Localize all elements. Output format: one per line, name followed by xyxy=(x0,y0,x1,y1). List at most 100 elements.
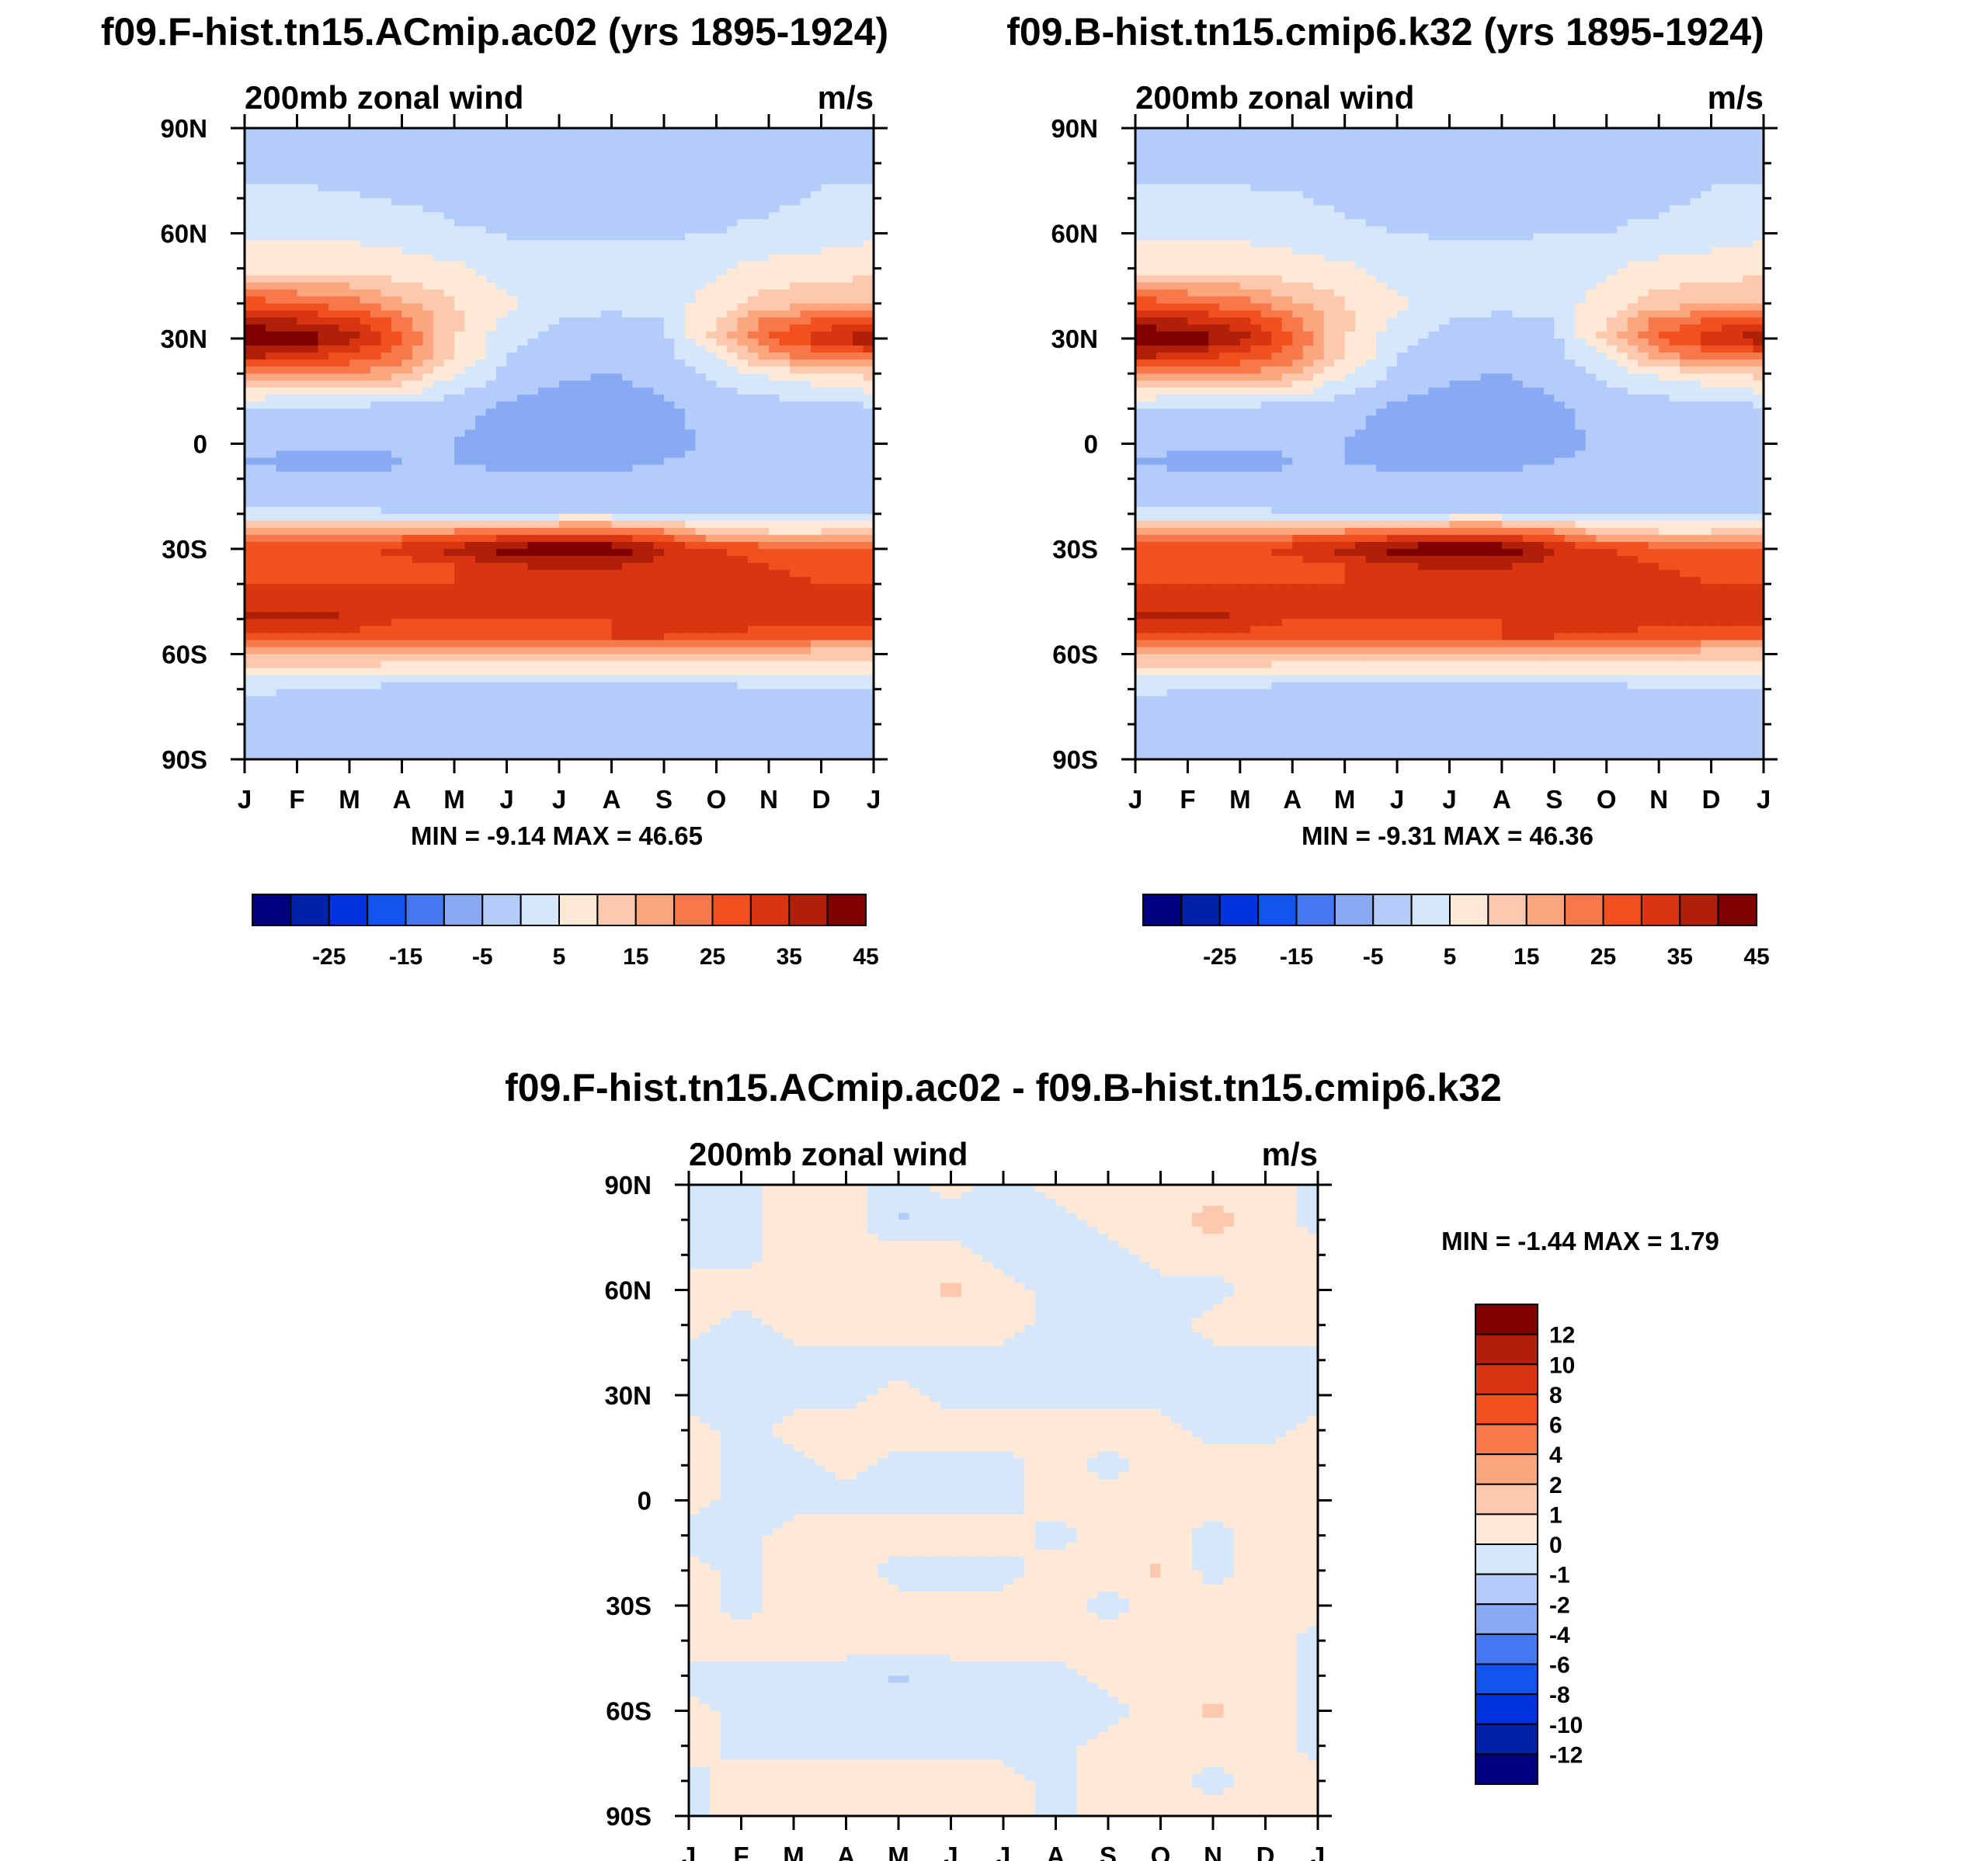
field-cell xyxy=(276,534,287,543)
field-cell xyxy=(800,591,812,599)
field-cell xyxy=(266,240,277,248)
field-cell xyxy=(454,401,466,409)
field-cell xyxy=(433,261,445,269)
field-cell xyxy=(842,170,853,178)
field-cell xyxy=(737,170,749,178)
field-cell xyxy=(737,703,749,711)
field-cell xyxy=(548,485,560,494)
field-cell xyxy=(360,177,371,185)
field-cell xyxy=(800,345,812,353)
field-cell xyxy=(496,310,508,318)
field-cell xyxy=(811,485,822,494)
field-cell xyxy=(548,149,560,157)
field-cell xyxy=(779,422,791,431)
field-cell xyxy=(328,584,340,592)
field-cell xyxy=(790,261,801,269)
field-cell xyxy=(401,485,413,494)
field-cell xyxy=(653,696,665,704)
field-cell xyxy=(643,612,655,620)
field-cell xyxy=(328,556,340,564)
field-cell xyxy=(632,612,644,620)
field-cell xyxy=(496,534,508,543)
field-cell xyxy=(748,156,759,164)
field-cell xyxy=(443,366,455,374)
field-cell xyxy=(674,303,686,311)
field-cell xyxy=(433,149,445,157)
field-cell xyxy=(297,387,308,395)
field-cell xyxy=(727,471,739,480)
field-cell xyxy=(381,450,392,459)
field-cell xyxy=(464,226,476,234)
field-cell xyxy=(422,619,434,627)
field-cell xyxy=(391,556,403,564)
field-cell xyxy=(443,310,455,318)
field-cell xyxy=(475,387,487,395)
field-cell xyxy=(590,696,602,704)
field-cell xyxy=(790,429,801,438)
field-cell xyxy=(737,198,749,206)
field-cell xyxy=(748,570,759,578)
field-cell xyxy=(297,268,308,276)
field-cell xyxy=(318,689,329,697)
field-cell xyxy=(527,359,539,367)
field-cell xyxy=(360,135,371,143)
field-cell xyxy=(800,233,812,241)
field-cell xyxy=(349,149,361,157)
field-cell xyxy=(308,506,319,515)
field-cell xyxy=(685,366,697,374)
field-cell xyxy=(381,254,392,262)
field-cell xyxy=(485,471,497,480)
field-cell xyxy=(349,394,361,402)
field-cell xyxy=(370,443,382,452)
field-cell xyxy=(769,254,780,262)
field-cell xyxy=(569,317,581,325)
field-cell xyxy=(685,513,697,522)
field-cell xyxy=(443,429,455,438)
field-cell xyxy=(779,303,791,311)
field-cell xyxy=(454,520,466,529)
field-cell xyxy=(475,436,487,445)
field-cell xyxy=(464,570,476,578)
field-cell xyxy=(685,612,697,620)
field-cell xyxy=(601,675,613,683)
field-cell xyxy=(496,640,508,648)
field-cell xyxy=(821,170,832,178)
field-cell xyxy=(360,289,371,297)
field-cell xyxy=(475,324,487,332)
field-cell xyxy=(622,471,634,480)
field-cell xyxy=(737,598,749,606)
field-cell xyxy=(255,352,266,360)
field-cell xyxy=(297,450,308,459)
field-cell xyxy=(339,240,350,248)
field-cell xyxy=(538,605,550,613)
field-cell xyxy=(339,661,350,669)
field-cell xyxy=(381,605,392,613)
field-cell xyxy=(339,647,350,655)
field-cell xyxy=(853,471,864,480)
field-cell xyxy=(758,541,770,550)
field-cell xyxy=(276,296,287,304)
field-cell xyxy=(643,394,655,402)
field-cell xyxy=(800,373,812,381)
field-cell xyxy=(611,296,623,304)
field-cell xyxy=(381,359,392,367)
field-cell xyxy=(381,499,392,508)
field-cell xyxy=(622,394,634,402)
field-cell xyxy=(496,156,508,164)
field-cell xyxy=(370,506,382,515)
field-cell xyxy=(443,422,455,431)
field-cell xyxy=(611,527,623,536)
field-cell xyxy=(842,212,853,220)
field-cell xyxy=(811,170,822,178)
field-cell xyxy=(685,626,697,634)
field-cell xyxy=(349,373,361,381)
field-cell xyxy=(349,563,361,571)
field-cell xyxy=(601,520,613,529)
field-cell xyxy=(506,675,518,683)
field-cell xyxy=(339,352,350,360)
field-cell xyxy=(464,696,476,704)
field-cell xyxy=(769,415,780,423)
field-cell xyxy=(485,675,497,683)
field-cell xyxy=(611,324,623,332)
field-cell xyxy=(758,668,770,676)
